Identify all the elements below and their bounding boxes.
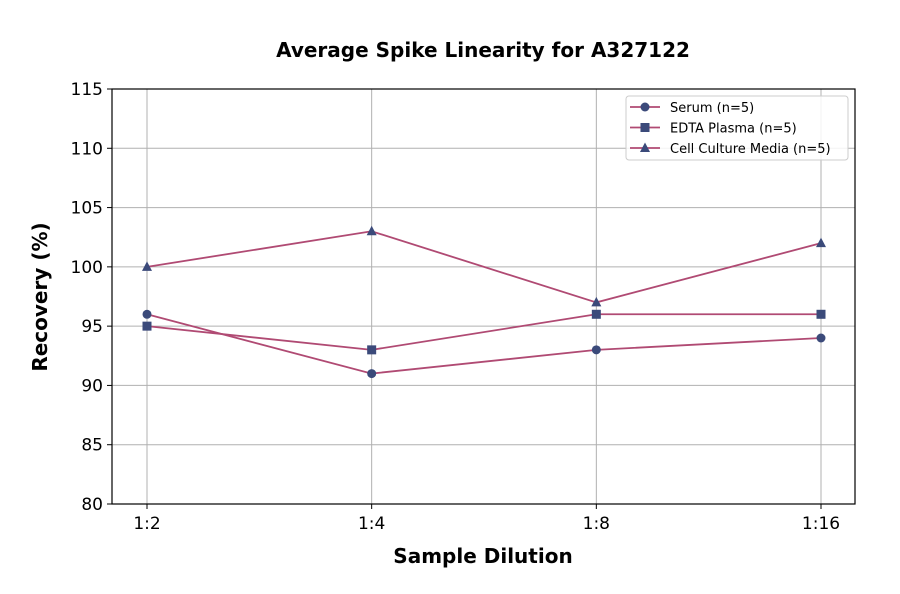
x-tick-label: 1:4 — [358, 514, 385, 534]
data-point-edta-plasma-n-5 — [816, 309, 826, 319]
x-axis-label: Sample Dilution — [393, 544, 572, 568]
series-line-edta-plasma-n-5 — [146, 313, 821, 351]
legend-marker-square-icon — [640, 123, 650, 132]
data-point-cell-culture-media-n-5 — [816, 237, 826, 248]
legend: Serum (n=5) EDTA Plasma (n=5) Cell Culture… — [625, 95, 849, 161]
data-point-cell-culture-media-n-5 — [366, 225, 377, 236]
data-point-serum-n-5 — [142, 309, 152, 319]
data-point-cell-culture-media-n-5 — [142, 261, 152, 271]
legend-marker-circle-icon — [640, 102, 650, 112]
plot-frame — [111, 88, 856, 505]
y-tick-label: 105 — [71, 199, 103, 219]
data-point-cell-culture-media-n-5 — [591, 296, 602, 307]
y-tick-label: 110 — [71, 139, 103, 159]
legend-marker-triangle-icon — [640, 142, 650, 152]
legend-label: Cell Culture Media (n=5) — [670, 142, 831, 157]
data-point-serum-n-5 — [591, 345, 601, 355]
y-tick-label: 80 — [81, 495, 103, 515]
x-tick-label: 1:16 — [802, 514, 840, 534]
data-point-edta-plasma-n-5 — [591, 309, 601, 319]
legend-label: Serum (n=5) — [670, 101, 754, 116]
data-point-edta-plasma-n-5 — [367, 345, 377, 355]
x-tick-label: 1:2 — [133, 514, 160, 534]
data-point-serum-n-5 — [816, 333, 826, 343]
chart-title: Average Spike Linearity for A327122 — [276, 38, 690, 62]
y-axis-label: Recovery (%) — [28, 222, 52, 371]
y-tick-label: 90 — [81, 376, 103, 396]
data-point-serum-n-5 — [367, 369, 377, 379]
y-tick-label: 115 — [71, 80, 103, 100]
series-line-serum-n-5 — [146, 313, 822, 375]
data-point-edta-plasma-n-5 — [142, 321, 152, 331]
y-tick-label: 85 — [81, 436, 103, 456]
y-tick-label: 95 — [81, 317, 103, 337]
x-tick-label: 1:8 — [583, 514, 610, 534]
y-tick-label: 100 — [71, 258, 103, 278]
series-line-cell-culture-media-n-5 — [146, 230, 822, 304]
legend-label: EDTA Plasma (n=5) — [670, 122, 797, 137]
legend-box — [625, 95, 849, 161]
